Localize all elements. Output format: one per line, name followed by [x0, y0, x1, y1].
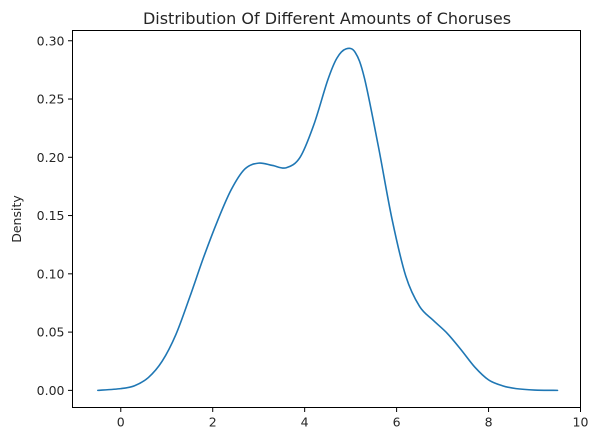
y-tick-label: 0.10 [37, 266, 65, 281]
y-axis-label: Density [9, 195, 24, 243]
y-tick-label: 0.30 [37, 33, 65, 48]
x-tick-label: 0 [117, 415, 125, 430]
y-tick-label: 0.15 [37, 208, 65, 223]
x-tick-label: 4 [301, 415, 309, 430]
y-tick-label: 0.00 [37, 383, 65, 398]
y-tick-label: 0.20 [37, 150, 65, 165]
plot-frame [72, 30, 581, 408]
density-curve [96, 47, 559, 392]
x-tick-label: 6 [393, 415, 401, 430]
chart-title: Distribution Of Different Amounts of Cho… [143, 9, 511, 28]
y-tick-label: 0.25 [37, 92, 65, 107]
y-tick-label: 0.05 [37, 325, 65, 340]
x-tick-label: 8 [485, 415, 493, 430]
x-tick-label: 10 [573, 415, 589, 430]
x-tick-label: 2 [209, 415, 217, 430]
plot-area [96, 47, 559, 392]
